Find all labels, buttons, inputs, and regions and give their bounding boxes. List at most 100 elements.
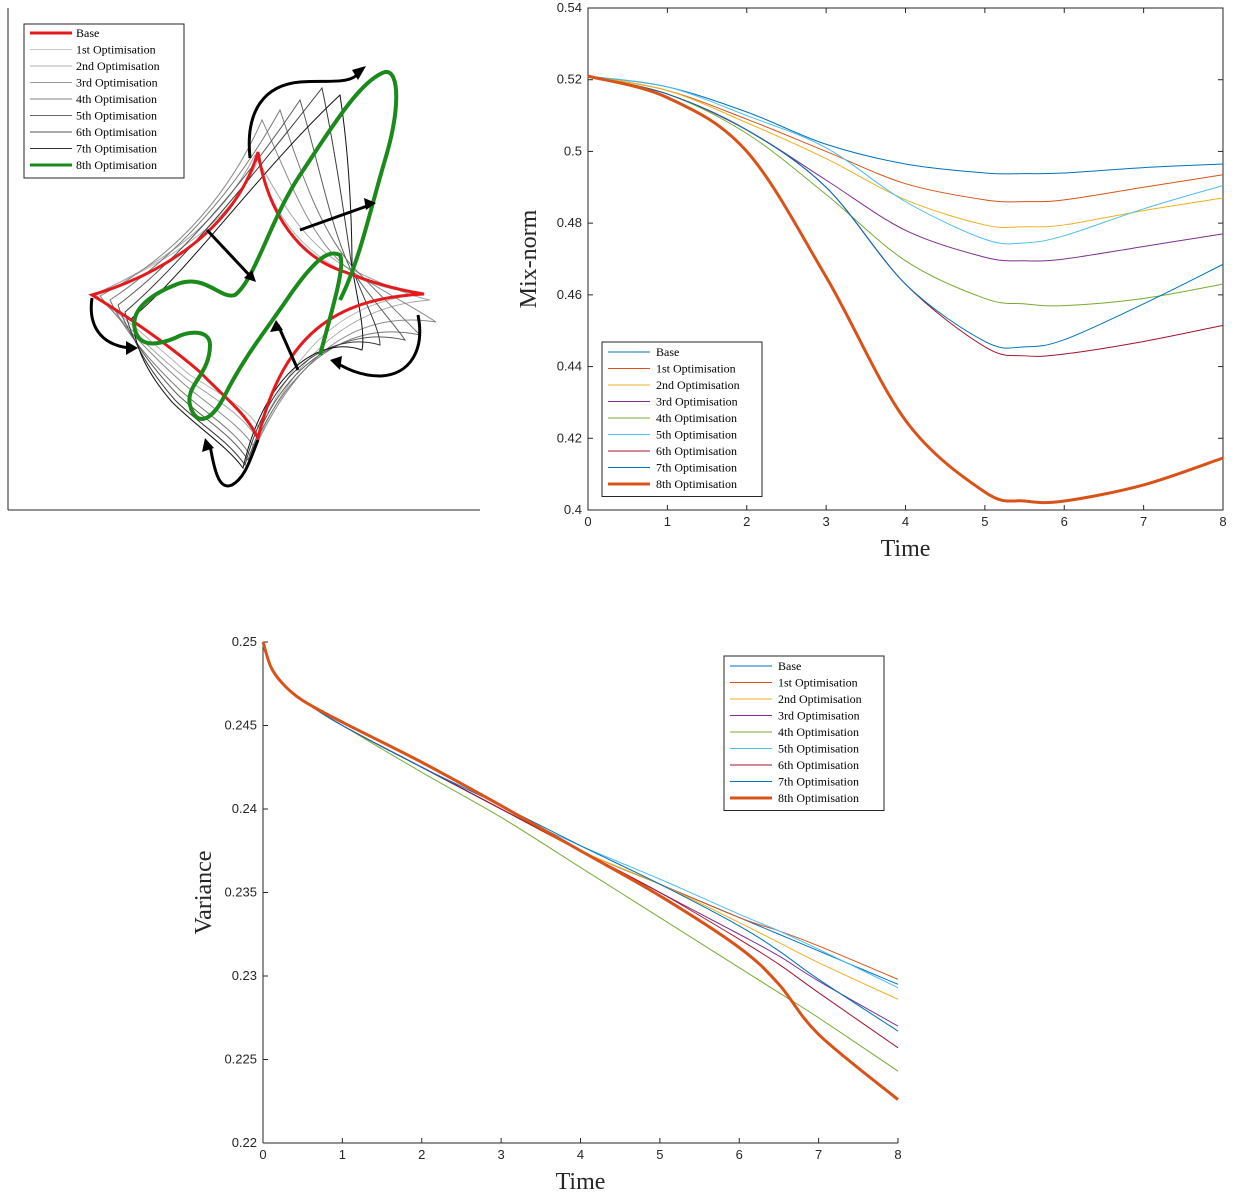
motion-arrows	[89, 70, 422, 488]
y-tick-label: 0.4	[564, 502, 582, 517]
straight-arrow-1	[205, 228, 254, 280]
series-line-opt-8	[587, 74, 1224, 505]
shape-legend: Base 1st Optimisation 2nd Optimisation 3rd …	[23, 23, 185, 179]
legend-label: Base	[778, 659, 801, 673]
intermediate-shape-5	[117, 98, 407, 462]
arrow-head-2	[364, 198, 376, 210]
straight-arrow-3	[276, 324, 300, 371]
x-tick-label: 2	[418, 1147, 425, 1162]
legend-label: 1st Optimisation	[656, 362, 736, 376]
x-tick-label: 7	[1140, 514, 1147, 529]
series-line-base	[587, 75, 1224, 175]
legend-label: 3rd Optimisation	[656, 395, 738, 409]
intermediate-shape-7	[131, 93, 364, 470]
legend-label: 2nd Optimisation	[656, 378, 740, 392]
legend-label: 4th Optimisation	[656, 411, 737, 425]
straight-arrow-2	[299, 203, 371, 232]
x-tick-label: 3	[823, 514, 830, 529]
x-tick-label: 6	[736, 1147, 743, 1162]
x-tick-label: 4	[577, 1147, 584, 1162]
x-tick-label: 4	[902, 514, 909, 529]
arrow-head-top	[352, 66, 366, 80]
legend-label: 2nd Optimisation	[778, 692, 862, 706]
intermediate-shape-6	[124, 86, 381, 467]
shape-legend-label: 3rd Optimisation	[76, 76, 158, 90]
arrow-head-bottom	[202, 438, 214, 452]
final-shape	[132, 70, 399, 421]
y-tick-label: 0.54	[557, 0, 582, 15]
shape-legend-label: 2nd Optimisation	[76, 59, 160, 73]
x-tick-label: 5	[656, 1147, 663, 1162]
legend-label: 7th Optimisation	[778, 775, 859, 789]
series-line-opt-2	[587, 75, 1224, 229]
y-tick-label: 0.225	[224, 1052, 257, 1067]
mixnorm-chart: 0 1 2 3 4 5 6 7 8 0.4 0.42 0.44 0.46 0.48 0.5 0.52 0.54 T…	[516, 0, 1227, 562]
legend-label: 1st Optimisation	[778, 676, 858, 690]
y-tick-label: 0.44	[557, 359, 582, 374]
shape-legend-label: 4th Optimisation	[76, 92, 157, 106]
legend-label: 5th Optimisation	[778, 742, 859, 756]
x-tick-label: 1	[339, 1147, 346, 1162]
series-line-opt-6	[587, 75, 1224, 357]
shape-legend-label: Base	[76, 26, 99, 40]
arrow-head-3	[270, 320, 283, 332]
series-line-opt-7	[587, 75, 1224, 349]
x-axis-label: Time	[881, 536, 931, 562]
y-tick-label: 0.52	[557, 72, 582, 87]
x-tick-label: 7	[815, 1147, 822, 1162]
series-line-opt-4	[587, 75, 1224, 307]
x-tick-label: 0	[584, 514, 591, 529]
shape-legend-label: 5th Optimisation	[76, 109, 157, 123]
y-tick-label: 0.24	[232, 801, 257, 816]
y-axis-label: Mix-norm	[516, 209, 542, 308]
arrow-heads	[126, 66, 376, 452]
shape-panel: Base 1st Optimisation 2nd Optimisation 3rd …	[7, 8, 480, 511]
arrow-head-right	[330, 356, 342, 370]
shape-legend-label: 8th Optimisation	[76, 158, 157, 172]
x-tick-label: 2	[743, 514, 750, 529]
y-tick-label: 0.23	[232, 968, 257, 983]
shape-legend-label: 1st Optimisation	[76, 43, 156, 57]
legend-label: 5th Optimisation	[656, 428, 737, 442]
series-line-opt-1	[587, 75, 1224, 203]
legend-box	[723, 655, 885, 811]
x-tick-label: 3	[498, 1147, 505, 1162]
shape-legend-label: 6th Optimisation	[76, 125, 157, 139]
x-axis-label: Time	[556, 1169, 606, 1195]
legend-label: 6th Optimisation	[778, 758, 859, 772]
x-tick-label: 8	[894, 1147, 901, 1162]
legend-label: 4th Optimisation	[778, 725, 859, 739]
arrow-head-1	[244, 270, 256, 282]
curved-arrow-top	[247, 70, 362, 159]
series-line-opt-8	[261, 641, 899, 1101]
intermediate-shape-2	[94, 153, 431, 442]
legend-box	[601, 341, 763, 497]
legend-label: Base	[656, 345, 679, 359]
legend-label: 3rd Optimisation	[778, 709, 860, 723]
curved-arrow-left	[89, 297, 131, 350]
y-tick-label: 0.5	[564, 143, 582, 158]
y-axis-label: Variance	[191, 851, 217, 935]
legend-label: 8th Optimisation	[656, 477, 737, 491]
legend-label: 7th Optimisation	[656, 461, 737, 475]
curved-arrow-right	[334, 314, 422, 378]
arrow-head-left	[126, 341, 138, 355]
legend-label: 8th Optimisation	[778, 791, 859, 805]
y-tick-label: 0.46	[557, 287, 582, 302]
y-tick-label: 0.48	[557, 215, 582, 230]
x-tick-label: 8	[1219, 514, 1226, 529]
x-tick-label: 1	[664, 514, 671, 529]
y-tick-label: 0.22	[232, 1135, 257, 1150]
x-tick-label: 5	[981, 514, 988, 529]
x-tick-label: 6	[1061, 514, 1068, 529]
variance-chart: 0 1 2 3 4 5 6 7 8 0.22 0.225 0.23 0.235 0.24 0.245 0.25…	[191, 634, 902, 1195]
legend-label: 6th Optimisation	[656, 444, 737, 458]
shape-legend-label: 7th Optimisation	[76, 142, 157, 156]
y-tick-label: 0.235	[224, 885, 257, 900]
y-tick-label: 0.25	[232, 634, 257, 649]
x-tick-label: 0	[259, 1147, 266, 1162]
y-tick-label: 0.42	[557, 430, 582, 445]
curved-arrow-bottom	[208, 439, 260, 488]
y-tick-label: 0.245	[224, 718, 257, 733]
